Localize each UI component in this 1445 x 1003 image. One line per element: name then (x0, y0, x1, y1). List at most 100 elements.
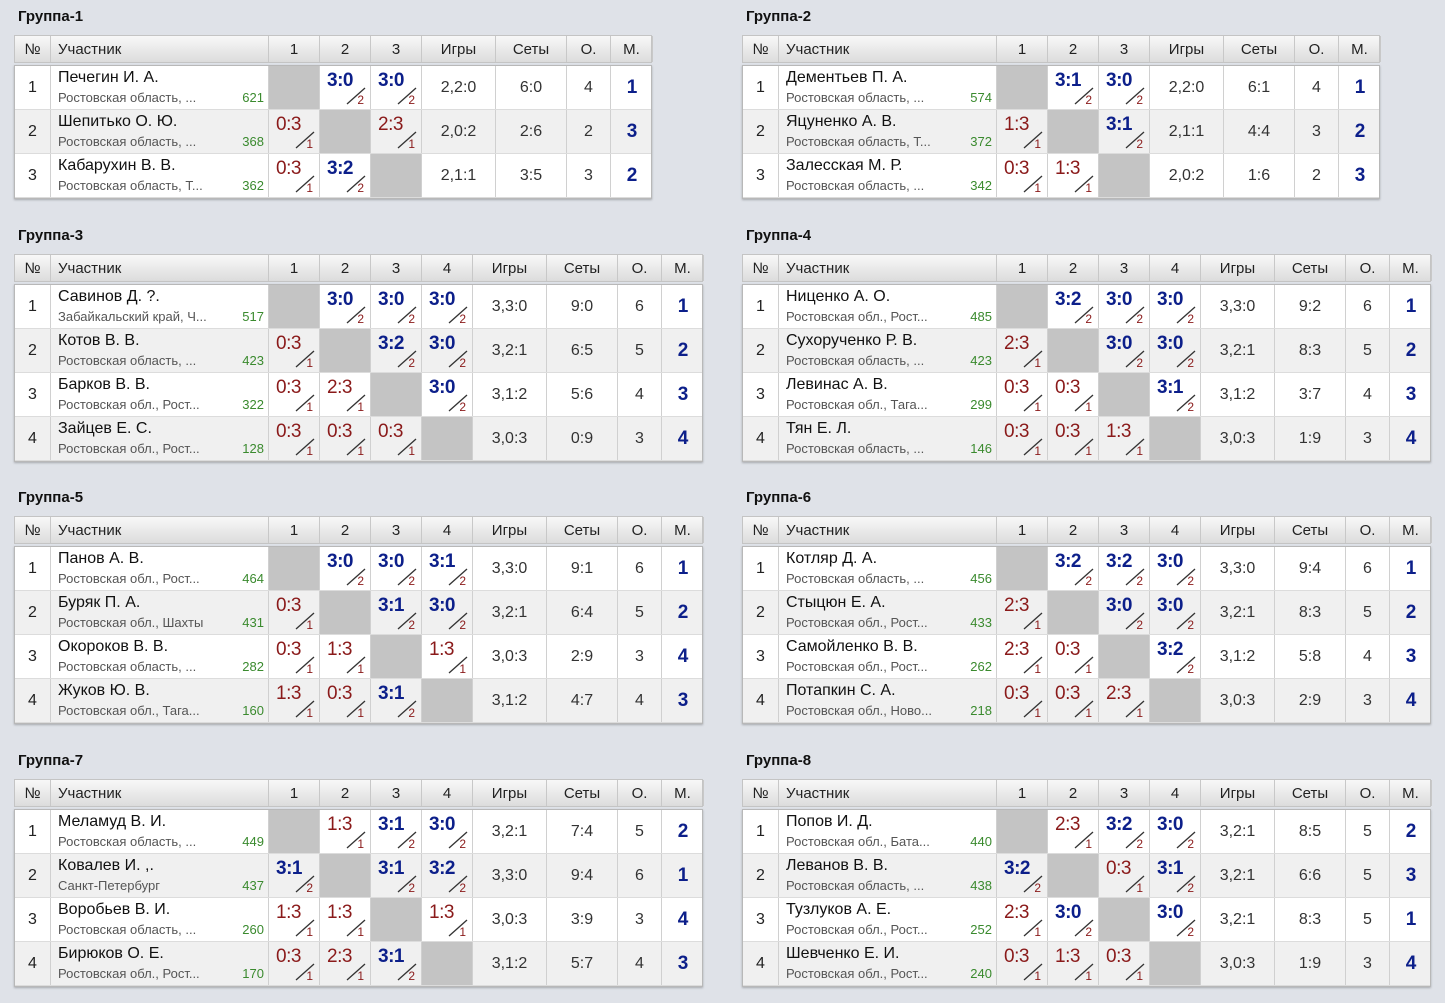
participant-name[interactable]: Залесская М. Р. (786, 157, 903, 174)
match-score[interactable]: 1:3 (1055, 946, 1080, 967)
table-row[interactable]: 3 Кабарухин В. В. Ростовская область, Т...… (15, 154, 651, 198)
match-score[interactable]: 3:1 (429, 551, 455, 572)
participant-cell[interactable]: Тян Е. Л. Ростовская область, ... 146 (779, 417, 997, 460)
match-score[interactable]: 3:0 (327, 70, 353, 91)
match-result-cell[interactable]: 3:0 2 (422, 591, 473, 634)
participant-cell[interactable]: Жуков Ю. В. Ростовская обл., Тага... 160 (51, 679, 269, 722)
match-score[interactable]: 1:3 (327, 814, 352, 835)
table-row[interactable]: 4 Потапкин С. А. Ростовская обл., Ново... 2… (743, 679, 1430, 723)
participant-cell[interactable]: Зайцев Е. С. Ростовская обл., Рост... 128 (51, 417, 269, 460)
match-score[interactable]: 3:1 (378, 595, 404, 616)
participant-cell[interactable]: Залесская М. Р. Ростовская область, ... 34… (779, 154, 997, 197)
table-row[interactable]: 2 Буряк П. А. Ростовская обл., Шахты 431 0:3… (15, 591, 702, 635)
match-result-cell[interactable]: 2:3 1 (1048, 810, 1099, 853)
match-result-cell[interactable]: 3:0 2 (422, 810, 473, 853)
match-score[interactable]: 0:3 (1004, 421, 1029, 442)
match-result-cell[interactable]: 0:3 1 (269, 417, 320, 460)
match-score[interactable]: 3:2 (1106, 551, 1132, 572)
participant-name[interactable]: Печегин И. А. (58, 69, 159, 86)
participant-cell[interactable]: Печегин И. А. Ростовская область, ... 621 (51, 66, 269, 109)
match-result-cell[interactable]: 1:3 1 (269, 898, 320, 941)
match-result-cell[interactable]: 3:0 2 (1099, 285, 1150, 328)
match-result-cell[interactable]: 3:2 2 (1099, 547, 1150, 590)
match-result-cell[interactable]: 3:0 2 (1048, 898, 1099, 941)
participant-cell[interactable]: Попов И. Д. Ростовская обл., Бата... 440 (779, 810, 997, 853)
match-score[interactable]: 3:0 (1106, 333, 1132, 354)
match-score[interactable]: 3:2 (1004, 858, 1030, 879)
participant-cell[interactable]: Потапкин С. А. Ростовская обл., Ново... 21… (779, 679, 997, 722)
match-result-cell[interactable]: 3:2 2 (371, 329, 422, 372)
table-row[interactable]: 1 Дементьев П. А. Ростовская область, ... 5… (743, 66, 1379, 110)
match-result-cell[interactable]: 3:1 2 (1099, 110, 1150, 153)
participant-name[interactable]: Зайцев Е. С. (58, 420, 152, 437)
match-result-cell[interactable]: 3:1 2 (1150, 373, 1201, 416)
participant-name[interactable]: Леванов В. В. (786, 857, 888, 874)
participant-name[interactable]: Савинов Д. ?. (58, 288, 160, 305)
participant-name[interactable]: Меламуд В. И. (58, 813, 167, 830)
table-row[interactable]: 3 Самойленко В. В. Ростовская обл., Рост..… (743, 635, 1430, 679)
participant-name[interactable]: Тузлуков А. Е. (786, 901, 892, 918)
table-row[interactable]: 4 Тян Е. Л. Ростовская область, ... 146 0:3 1… (743, 417, 1430, 461)
match-score[interactable]: 0:3 (276, 333, 301, 354)
match-score[interactable]: 1:3 (327, 639, 352, 660)
match-result-cell[interactable]: 3:1 2 (1150, 854, 1201, 897)
match-score[interactable]: 0:3 (1055, 639, 1080, 660)
match-result-cell[interactable]: 3:0 2 (320, 285, 371, 328)
match-result-cell[interactable]: 3:1 2 (371, 810, 422, 853)
match-score[interactable]: 2:3 (1004, 595, 1029, 616)
match-score[interactable]: 1:3 (429, 639, 454, 660)
match-result-cell[interactable]: 3:0 2 (1150, 547, 1201, 590)
participant-name[interactable]: Кабарухин В. В. (58, 157, 176, 174)
match-score[interactable]: 0:3 (1106, 858, 1131, 879)
match-score[interactable]: 3:1 (276, 858, 302, 879)
match-score[interactable]: 3:0 (1106, 595, 1132, 616)
participant-name[interactable]: Ковалев И. ,. (58, 857, 154, 874)
match-score[interactable]: 3:1 (1106, 114, 1132, 135)
participant-cell[interactable]: Котляр Д. А. Ростовская область, ... 456 (779, 547, 997, 590)
match-score[interactable]: 0:3 (1055, 683, 1080, 704)
match-score[interactable]: 3:0 (1157, 814, 1183, 835)
match-result-cell[interactable]: 1:3 1 (320, 810, 371, 853)
match-score[interactable]: 2:3 (1055, 814, 1080, 835)
participant-cell[interactable]: Буряк П. А. Ростовская обл., Шахты 431 (51, 591, 269, 634)
match-result-cell[interactable]: 0:3 1 (997, 154, 1048, 197)
participant-name[interactable]: Котляр Д. А. (786, 550, 878, 567)
match-result-cell[interactable]: 2:3 1 (1099, 679, 1150, 722)
match-score[interactable]: 0:3 (276, 421, 301, 442)
match-result-cell[interactable]: 2:3 1 (320, 373, 371, 416)
match-result-cell[interactable]: 0:3 1 (997, 373, 1048, 416)
match-score[interactable]: 3:2 (1106, 814, 1132, 835)
match-result-cell[interactable]: 0:3 1 (997, 679, 1048, 722)
match-score[interactable]: 3:0 (429, 377, 455, 398)
match-score[interactable]: 3:2 (429, 858, 455, 879)
participant-cell[interactable]: Бирюков О. Е. Ростовская обл., Рост... 170 (51, 942, 269, 985)
match-result-cell[interactable]: 3:0 2 (422, 285, 473, 328)
match-result-cell[interactable]: 3:1 2 (371, 942, 422, 985)
match-result-cell[interactable]: 3:2 2 (997, 854, 1048, 897)
participant-name[interactable]: Ниценко А. О. (786, 288, 891, 305)
table-row[interactable]: 4 Шевченко Е. И. Ростовская обл., Рост... 2… (743, 942, 1430, 986)
participant-name[interactable]: Шепитько О. Ю. (58, 113, 178, 130)
match-score[interactable]: 3:0 (1157, 289, 1183, 310)
match-score[interactable]: 3:2 (378, 333, 404, 354)
participant-cell[interactable]: Барков В. В. Ростовская обл., Рост... 322 (51, 373, 269, 416)
match-result-cell[interactable]: 3:2 2 (1048, 285, 1099, 328)
match-score[interactable]: 3:2 (1157, 639, 1183, 660)
match-result-cell[interactable]: 2:3 1 (371, 110, 422, 153)
match-score[interactable]: 0:3 (276, 114, 301, 135)
match-result-cell[interactable]: 3:0 2 (1099, 591, 1150, 634)
match-result-cell[interactable]: 3:0 2 (1150, 898, 1201, 941)
match-result-cell[interactable]: 3:1 2 (371, 854, 422, 897)
match-score[interactable]: 2:3 (1004, 333, 1029, 354)
participant-cell[interactable]: Ковалев И. ,. Санкт-Петербург 437 (51, 854, 269, 897)
match-score[interactable]: 3:0 (378, 289, 404, 310)
match-result-cell[interactable]: 3:0 2 (1150, 810, 1201, 853)
participant-cell[interactable]: Сухорученко Р. В. Ростовская область, ...… (779, 329, 997, 372)
participant-name[interactable]: Попов И. Д. (786, 813, 873, 830)
participant-name[interactable]: Барков В. В. (58, 376, 150, 393)
table-row[interactable]: 1 Савинов Д. ?. Забайкальский край, Ч... 51… (15, 285, 702, 329)
match-score[interactable]: 3:1 (1157, 377, 1183, 398)
table-row[interactable]: 1 Панов А. В. Ростовская обл., Рост... 464 3… (15, 547, 702, 591)
table-row[interactable]: 2 Шепитько О. Ю. Ростовская область, ... 36… (15, 110, 651, 154)
match-result-cell[interactable]: 0:3 1 (1099, 942, 1150, 985)
